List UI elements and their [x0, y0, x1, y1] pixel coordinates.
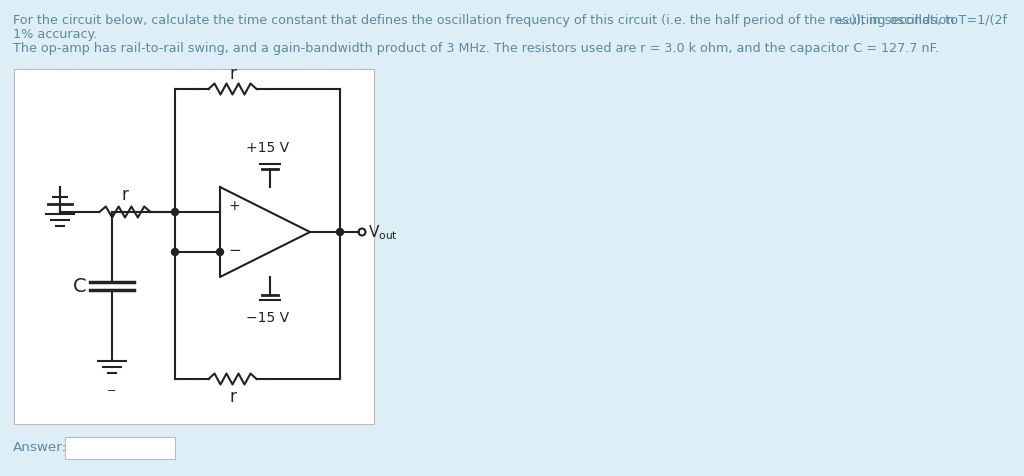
Bar [65, 437, 175, 459]
Circle shape [216, 249, 223, 256]
Text: +15 V: +15 V [247, 141, 290, 155]
Text: +: + [228, 198, 240, 213]
Text: For the circuit below, calculate the time constant that defines the oscillation : For the circuit below, calculate the tim… [13, 14, 1007, 27]
Bar [14, 70, 374, 424]
Text: r: r [122, 186, 128, 204]
Text: −15 V: −15 V [247, 310, 290, 324]
Text: C: C [73, 277, 87, 296]
Text: Answer:: Answer: [13, 441, 68, 454]
Text: The op-amp has rail-to-rail swing, and a gain-bandwidth product of 3 MHz. The re: The op-amp has rail-to-rail swing, and a… [13, 42, 939, 55]
Text: )), in seconds, to: )), in seconds, to [851, 14, 958, 27]
Text: −: − [108, 385, 117, 395]
Circle shape [171, 249, 178, 256]
Text: r: r [229, 387, 236, 405]
Text: osc: osc [835, 18, 851, 27]
Text: −: − [228, 243, 241, 258]
Text: 1% accuracy.: 1% accuracy. [13, 28, 97, 41]
Text: −: − [55, 216, 65, 226]
Circle shape [171, 209, 178, 216]
Text: V$_{\mathregular{out}}$: V$_{\mathregular{out}}$ [368, 223, 398, 242]
Text: r: r [229, 65, 236, 83]
Circle shape [337, 229, 343, 236]
